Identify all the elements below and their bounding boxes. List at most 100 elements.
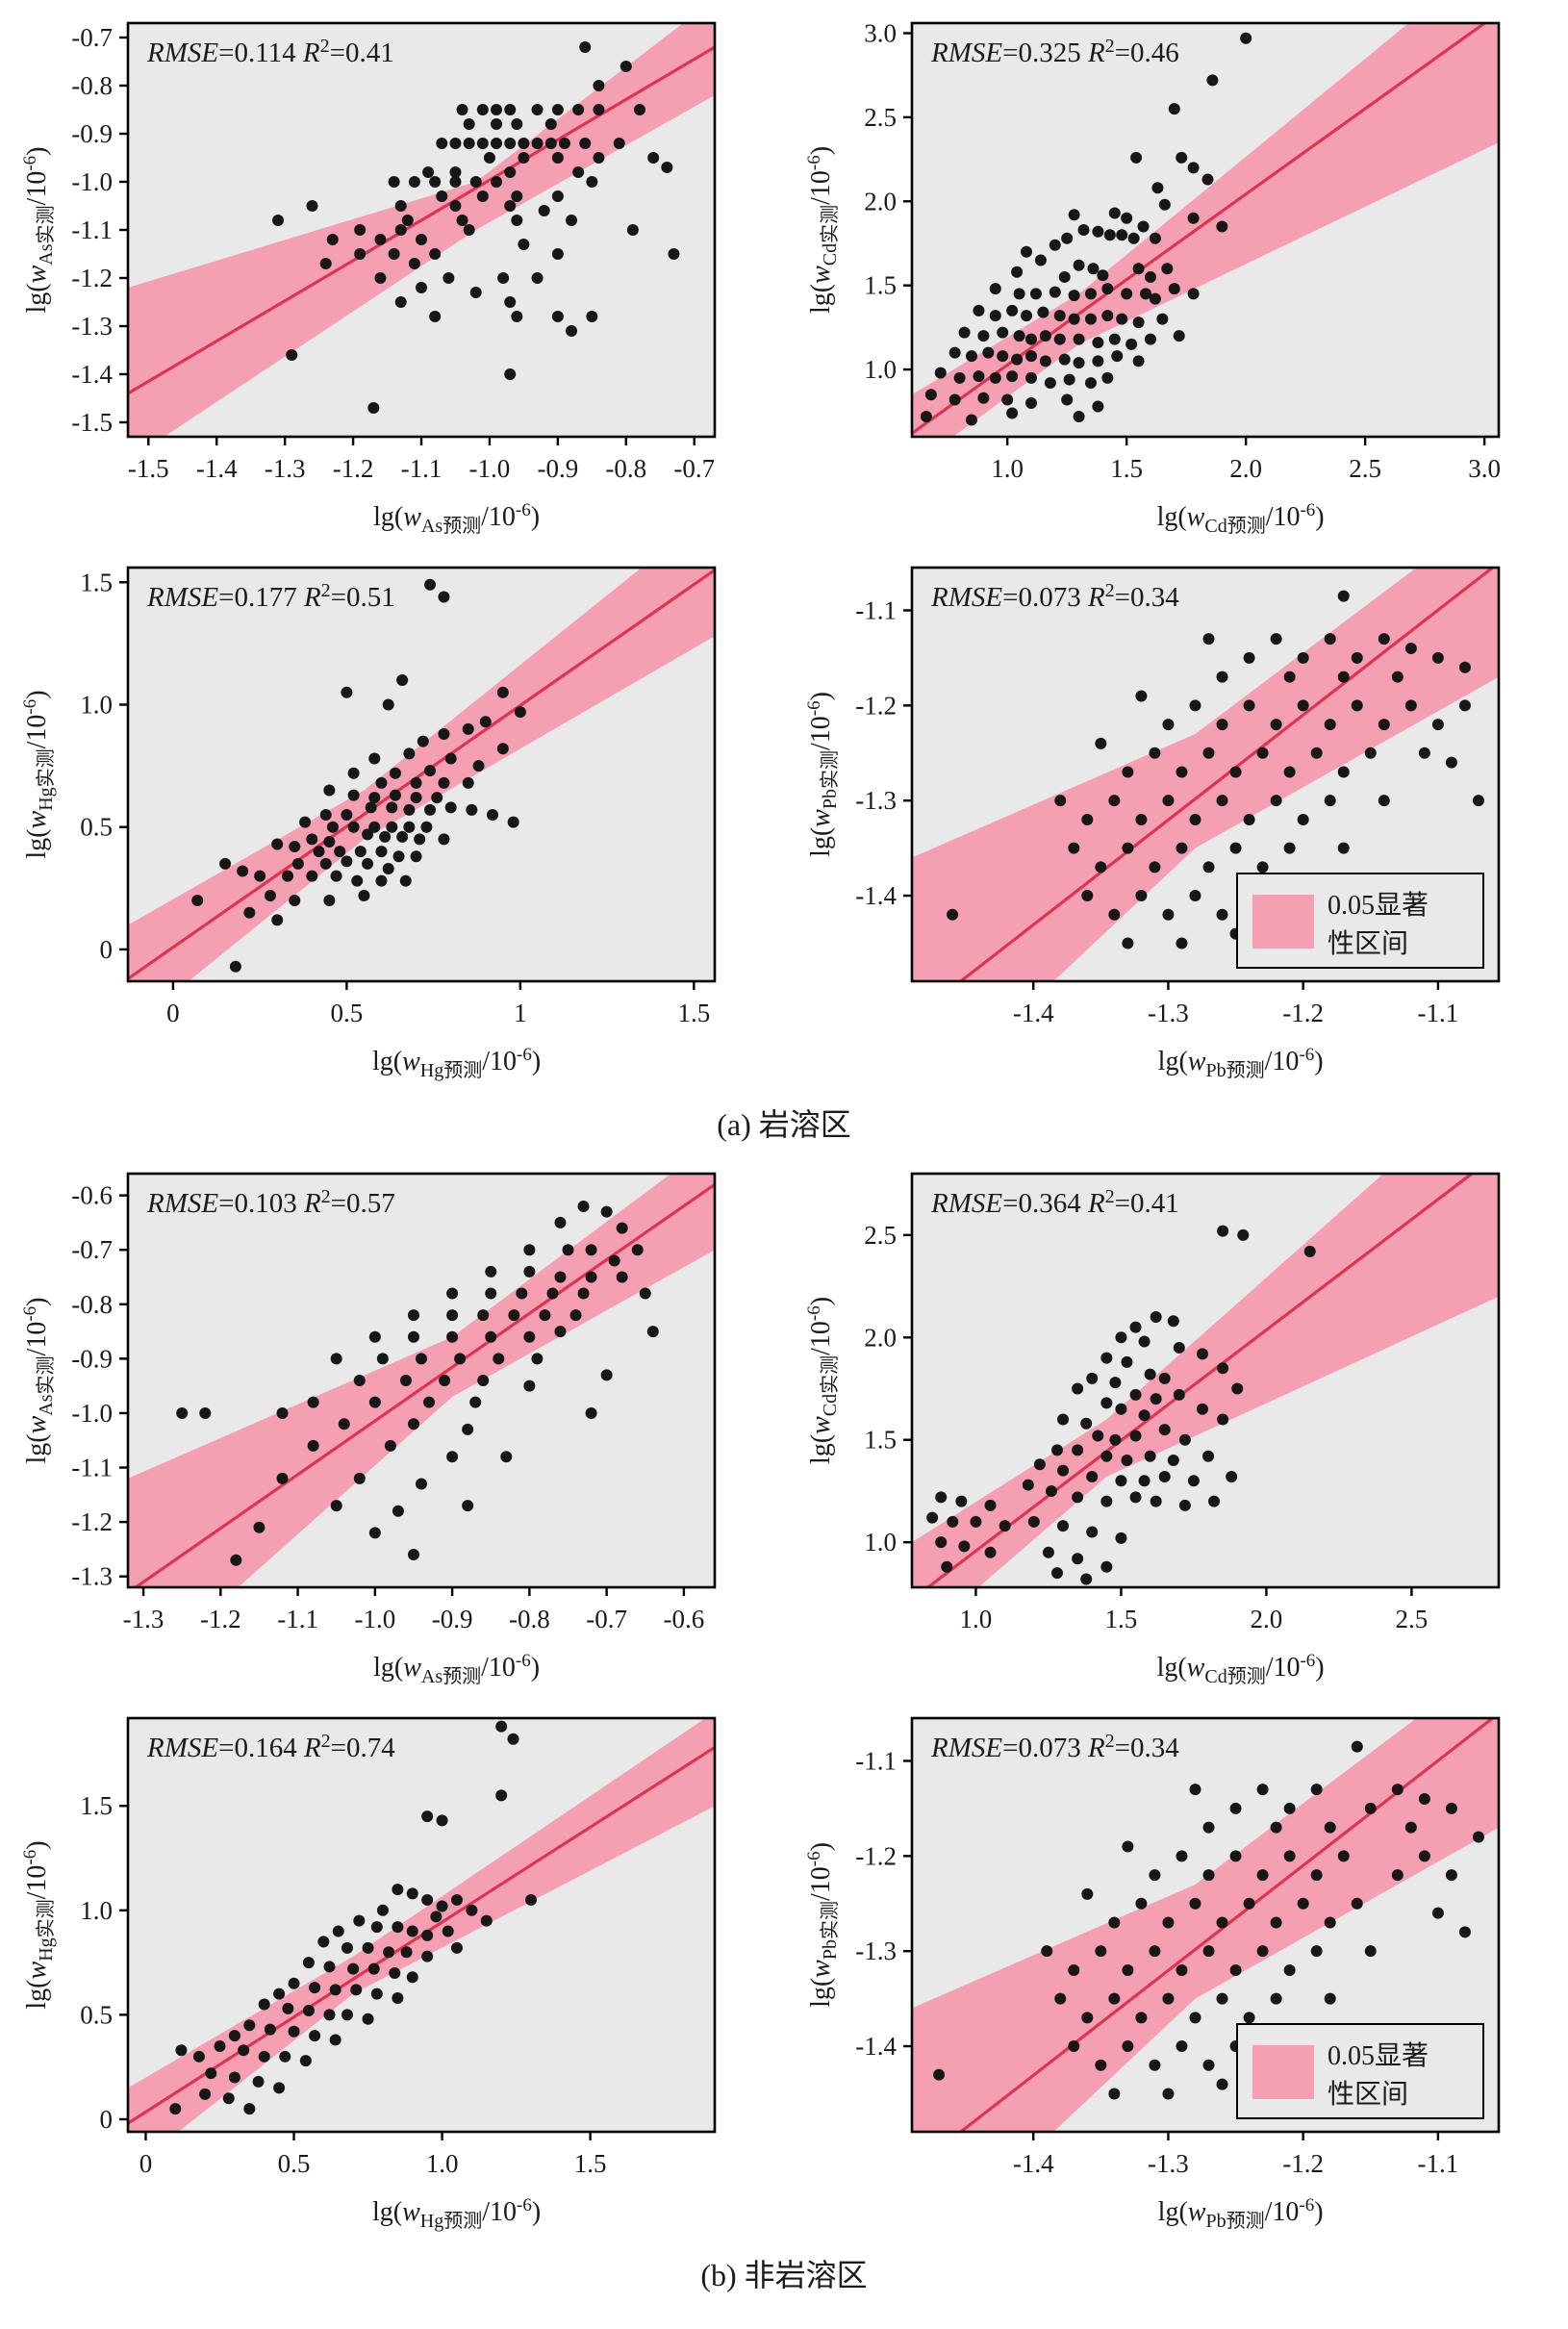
data-point <box>544 138 557 149</box>
data-point <box>382 862 394 874</box>
plot-content <box>911 568 1499 981</box>
data-point <box>1036 306 1049 318</box>
data-point <box>531 138 544 149</box>
data-point <box>479 716 492 728</box>
data-point <box>353 1472 366 1484</box>
data-point <box>1144 333 1156 345</box>
data-point <box>948 346 961 359</box>
data-point <box>646 1326 659 1338</box>
data-point <box>291 857 304 870</box>
data-point <box>367 821 380 833</box>
data-point <box>406 1925 418 1937</box>
data-point <box>965 350 977 363</box>
stats-annotation: RMSE=0.073 R2=0.34 <box>930 580 1179 613</box>
x-tick-label: -1.1 <box>1417 999 1458 1027</box>
x-tick-label: -0.8 <box>508 1605 549 1633</box>
data-point <box>1458 661 1471 673</box>
data-point <box>376 1904 389 1916</box>
scatter-points <box>932 1740 1484 2100</box>
data-point <box>1091 225 1103 238</box>
data-point <box>1067 1963 1079 1976</box>
data-point <box>1283 1850 1296 1862</box>
x-tick-label: -1.1 <box>1417 2149 1458 2178</box>
data-point <box>330 1353 342 1365</box>
data-point <box>368 1396 381 1408</box>
data-point <box>569 1309 582 1322</box>
x-tick-label: -1.3 <box>1148 999 1189 1027</box>
data-point <box>522 1265 535 1278</box>
data-point <box>948 393 961 406</box>
data-point <box>1137 220 1150 233</box>
data-point <box>989 310 1001 322</box>
data-point <box>1005 370 1018 383</box>
y-tick-label: -0.9 <box>71 1344 113 1373</box>
data-point <box>1103 229 1116 241</box>
data-point <box>577 1287 590 1300</box>
data-point <box>272 2082 285 2094</box>
data-point <box>989 283 1001 295</box>
a_pb-scatter-plot: -1.4 -1.3 -1.2 -1.1 -1.1 -1.2 -1.3 -1.4 lg(wPb预测… <box>804 566 1500 1081</box>
data-point <box>385 801 397 814</box>
data-point <box>1084 377 1097 390</box>
data-point <box>484 1287 496 1300</box>
data-point <box>430 792 443 804</box>
data-point <box>1188 1897 1201 1910</box>
a_cd-scatter-plot: 1.0 1.5 2.0 2.5 3.0 1.0 1.5 2.0 2.5 3.0 lg(wCd预测/1… <box>804 18 1501 537</box>
data-point <box>631 1244 644 1256</box>
data-point <box>422 1396 435 1408</box>
data-point <box>1283 1963 1296 1976</box>
data-point <box>530 1353 543 1365</box>
section-a-panels: -1.5 -1.4 -1.3 -1.2 -1.1 -1.0 -0.9 -0.8 -0.7 -1.5… <box>0 8 1568 1091</box>
data-point <box>1297 813 1309 825</box>
data-point <box>476 190 489 202</box>
data-point <box>957 1540 970 1553</box>
data-point <box>252 2075 265 2088</box>
data-point <box>934 367 947 379</box>
data-point <box>1351 1897 1363 1910</box>
data-point <box>1107 1992 1120 2005</box>
data-point <box>958 326 971 339</box>
x-axis-label: lg(wCd预测/10-6) <box>1156 1651 1324 1687</box>
data-point <box>278 2050 291 2063</box>
plot-border <box>126 1716 716 2134</box>
data-point <box>578 41 591 53</box>
data-point <box>1378 795 1390 807</box>
data-point <box>932 2068 945 2081</box>
scatter-points <box>175 1200 659 1566</box>
data-point <box>326 821 339 833</box>
data-point <box>1270 1821 1282 1834</box>
data-point <box>1337 590 1350 602</box>
data-point <box>1053 1992 1066 2005</box>
data-point <box>401 215 414 226</box>
data-point <box>415 1478 427 1490</box>
data-point <box>1138 1335 1151 1348</box>
data-point <box>332 1925 344 1937</box>
y-tick-labels: 0 0.5 1.0 1.5 <box>80 568 113 964</box>
data-point <box>1148 1869 1160 1882</box>
data-point <box>1144 1368 1156 1380</box>
data-point <box>437 776 449 789</box>
data-point <box>1418 1850 1430 1862</box>
data-point <box>510 190 522 202</box>
data-point <box>400 1946 413 1959</box>
scatter-points <box>946 590 1484 949</box>
data-point <box>370 1921 383 1934</box>
data-point <box>1108 333 1121 345</box>
data-point <box>350 874 363 887</box>
data-point <box>353 1375 366 1386</box>
data-point <box>633 104 645 115</box>
data-point <box>1310 747 1323 759</box>
data-point <box>326 234 339 245</box>
data-point <box>445 1330 458 1343</box>
data-point <box>1080 1887 1093 1900</box>
y-tick-label: 0.5 <box>80 2000 113 2029</box>
panel-a-cd: 1.0 1.5 2.0 2.5 3.0 1.0 1.5 2.0 2.5 3.0 lg(wCd预测/1… <box>797 8 1556 546</box>
data-point <box>984 1499 997 1511</box>
data-point <box>503 104 516 115</box>
data-point <box>553 1271 566 1283</box>
data-point <box>415 282 427 293</box>
x-tick-labels: 0 0.5 1.0 1.5 <box>139 2149 606 2178</box>
data-point <box>940 1560 952 1573</box>
data-point <box>1050 1567 1063 1580</box>
data-point <box>1068 313 1080 325</box>
